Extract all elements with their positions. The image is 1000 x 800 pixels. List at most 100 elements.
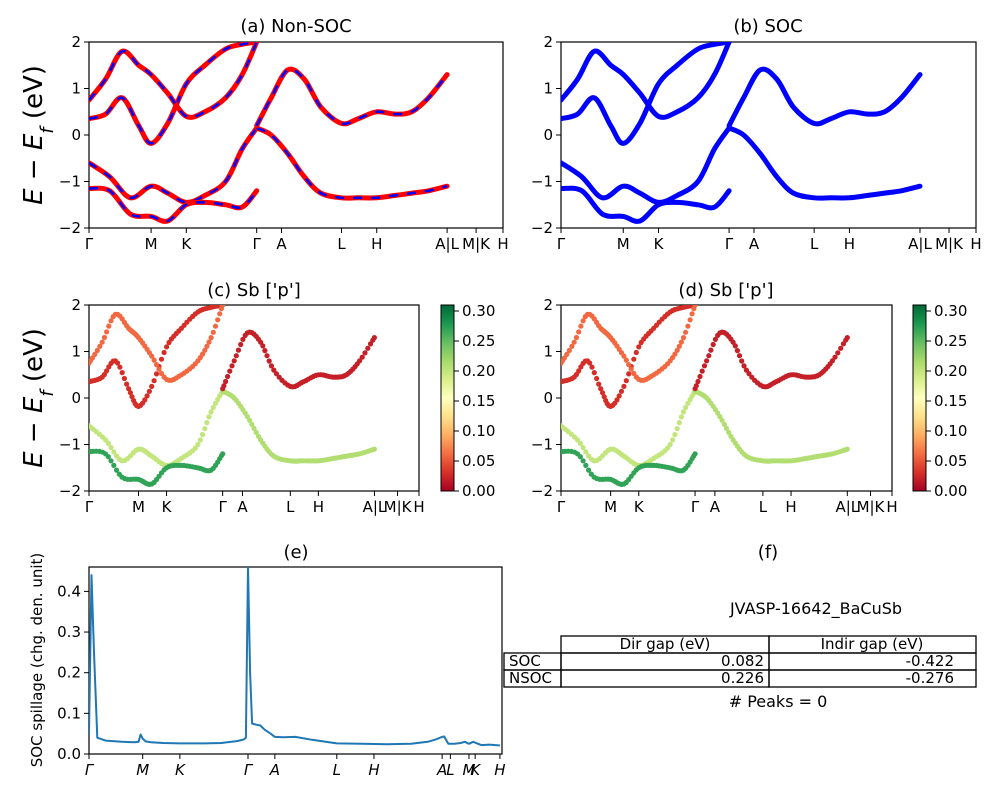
table-row-label: NSOC [509,669,552,687]
k-point-label: H [368,761,379,779]
band-dot [195,441,201,448]
y-tick-label: −2 [531,482,553,500]
band-dot [113,467,120,473]
band-dot [229,363,235,369]
band-dot [621,353,627,359]
y-tick-label: 0.0 [57,745,81,763]
k-point-label: Γ [557,235,566,253]
y-tick-label: 0 [543,389,553,407]
band-dot [571,339,577,345]
k-point-label: M [604,498,617,516]
band-dot [247,417,253,423]
band-dot [628,366,634,372]
band-dot [636,344,642,350]
k-point-label: K [181,235,192,253]
colorbar-tick-label: 0.30 [934,302,967,320]
band-dot [732,343,738,349]
band-dot [667,441,673,448]
band-dot [844,446,850,452]
band-dot [685,400,691,406]
band-dot [231,358,237,364]
colorbar-tick-label: 0.30 [462,302,495,320]
colorbar-tick-label: 0.10 [462,422,495,440]
band-dot [164,344,170,350]
material-id: JVASP-16642_BaCuSb [729,599,902,619]
y-tick-label: 0 [71,389,81,407]
y-tick-label: −2 [531,219,553,237]
band-dot [202,426,208,432]
k-point-label: A|L [835,498,859,516]
k-point-label: A [269,761,280,779]
band-dot [104,329,110,335]
band-dot [621,383,627,389]
table-cell-dir-gap: 0.226 [721,669,764,687]
k-point-label: Γ [218,498,227,516]
band-dot [223,378,229,385]
band-dot [712,336,719,342]
band-dot [577,440,583,446]
band-dot [217,311,223,317]
k-point-label: H [785,498,796,516]
band-dot [266,358,272,364]
band-dot [829,358,836,364]
band-dot [149,383,155,389]
band-dot [153,371,160,377]
band-dot [687,317,693,323]
band-dot [101,334,107,341]
band-dot [97,343,103,349]
band-dot [678,414,685,420]
y-tick-label: −1 [59,436,81,454]
band-line-soc [561,125,732,205]
k-point-label: L [337,235,346,253]
table-row-label: SOC [509,652,541,670]
band-dot [212,400,219,406]
panel-a-band-structure: 210−1−2Γ M K Γ A L H A|L M|K H [59,33,509,253]
band-dot [249,421,255,427]
band-dot [204,420,210,426]
panel-f-title: (f) [758,542,778,563]
band-dot [706,353,712,359]
band-dot [220,305,226,308]
k-point-label: K [634,498,645,516]
y-tick-label: 0.3 [57,623,81,641]
k-point-label: M [145,235,158,253]
band-dot [835,350,841,356]
band-dot [678,339,685,345]
band-line-nsoc [89,42,260,146]
colorbar-tick-label: 0.10 [934,422,967,440]
k-point-label: Γ [85,498,94,516]
y-tick-label: 2 [71,33,81,51]
band-dot [589,364,595,370]
spillage-lines [89,567,500,747]
panel-a-ylabel: E − Ef (eV) [19,65,58,205]
band-dot [564,351,570,357]
k-point-label: H [494,761,505,779]
k-point-label: Γ [557,498,566,516]
band-dot [676,420,682,426]
y-tick-label: 0 [71,126,81,144]
band-dot [227,368,233,374]
y-tick-label: 0 [543,126,553,144]
band-dot [99,339,105,345]
band-dot [685,323,691,329]
k-point-label: A [436,761,447,779]
k-point-label: K [175,761,186,779]
k-point-label: A [710,498,721,516]
table-cell-dir-gap: 0.082 [721,652,764,670]
y-tick-label: 2 [543,33,553,51]
k-point-label: Γ [244,761,254,779]
band-dot [127,390,133,396]
k-point-label: H [497,235,508,253]
band-dot [631,356,637,362]
band-dot [111,449,117,455]
band-dot [359,354,365,360]
band-dot [94,347,100,354]
band-dot [158,370,165,377]
band-dot [838,345,844,351]
band-dot [736,353,743,359]
panel-a-title: (a) Non-SOC [240,16,351,37]
panel-d-title: (d) Sb ['p'] [678,280,773,301]
band-dot [225,373,231,380]
band-dot [161,349,167,356]
